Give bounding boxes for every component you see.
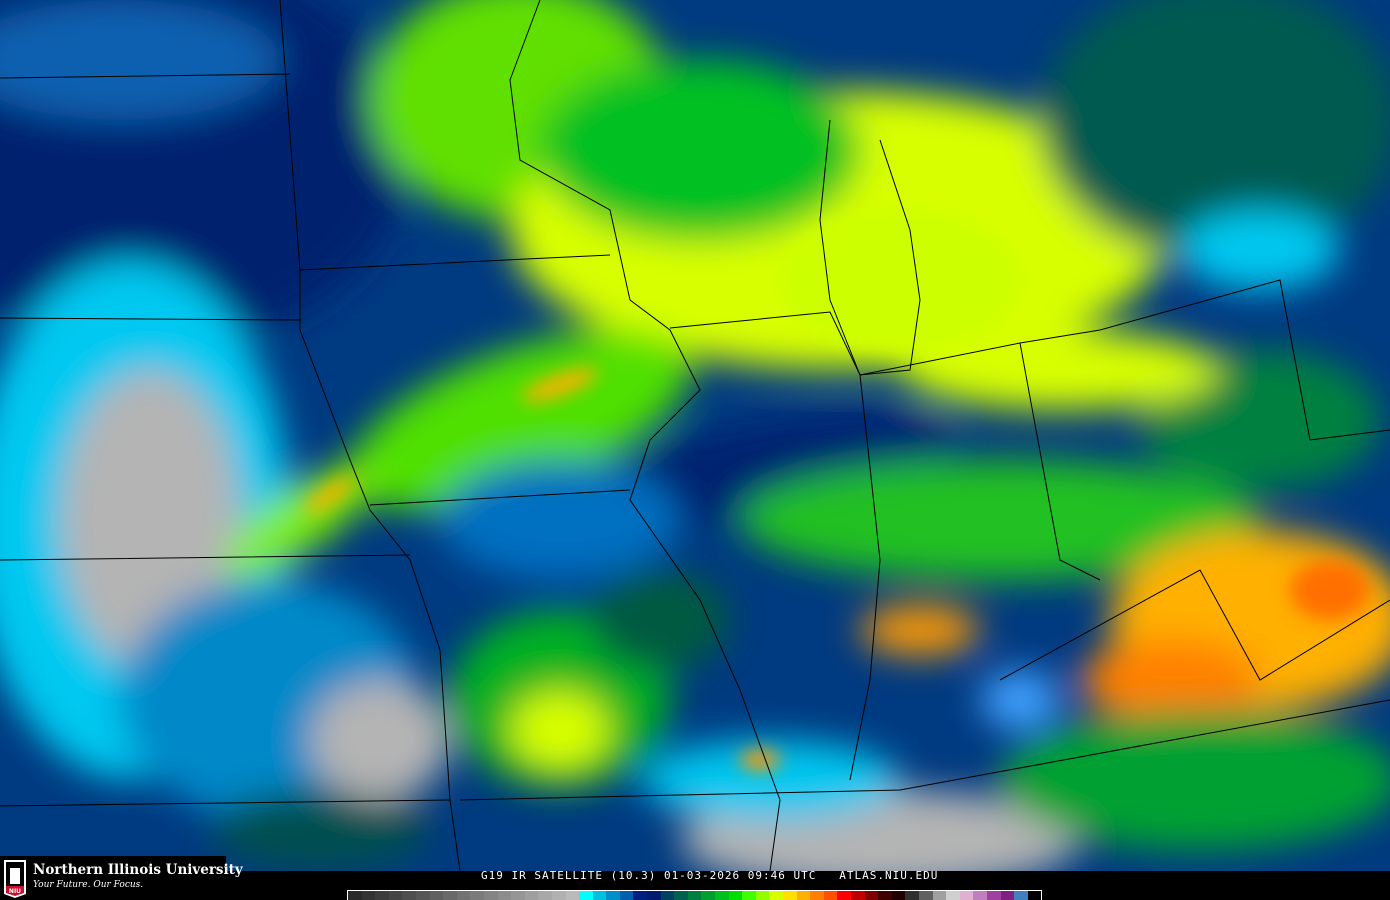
colorbar-swatch (633, 891, 648, 900)
colorbar-swatch (687, 891, 702, 900)
state-borders (0, 0, 1390, 871)
colorbar-swatch (470, 891, 484, 900)
university-tagline: Your Future. Our Focus. (33, 880, 144, 890)
colorbar-swatch (1014, 891, 1028, 900)
colorbar-swatch (850, 891, 865, 900)
colorbar-swatch (823, 891, 838, 900)
colorbar-swatch (810, 891, 824, 900)
colorbar-swatch (742, 891, 756, 900)
colorbar-swatch (769, 891, 783, 900)
colorbar-swatch (348, 891, 362, 900)
colorbar-swatch (375, 891, 389, 900)
colorbar-swatch (946, 891, 960, 900)
colorbar-swatch (755, 891, 770, 900)
colorbar-swatch (715, 891, 729, 900)
colorbar-swatch (551, 891, 566, 900)
colorbar-swatch (592, 891, 607, 900)
colorbar-swatch (905, 891, 919, 900)
colorbar-swatch (647, 891, 661, 900)
colorbar-swatch (1000, 891, 1015, 900)
colorbar-swatch (701, 891, 716, 900)
niu-seal-icon: NIU (4, 860, 26, 898)
colorbar-swatch (524, 891, 539, 900)
colorbar-swatch (1027, 891, 1042, 900)
colorbar-swatch (429, 891, 444, 900)
university-name: Northern Illinois University (33, 862, 243, 878)
colorbar-swatch (932, 891, 947, 900)
colorbar-swatch (361, 891, 376, 900)
colorbar-swatch (837, 891, 851, 900)
colorbar-swatch (891, 891, 906, 900)
colorbar-swatch (538, 891, 552, 900)
colorbar-swatch (443, 891, 457, 900)
colorbar-swatch (660, 891, 675, 900)
colorbar-swatch (402, 891, 416, 900)
colorbar-swatch (674, 891, 688, 900)
colorbar-swatch (783, 891, 797, 900)
colorbar-swatch (619, 891, 634, 900)
image-caption: G19 IR SATELLITE (10.3) 01-03-2026 09:46… (481, 869, 939, 882)
colorbar-swatch (973, 891, 987, 900)
cloud-detail (305, 210, 1370, 770)
colorbar-swatch (878, 891, 892, 900)
colorbar-swatch (796, 891, 811, 900)
colorbar-swatch (565, 891, 580, 900)
colorbar-swatch (606, 891, 620, 900)
temperature-colorbar (347, 890, 1042, 900)
colorbar-swatch (456, 891, 471, 900)
colorbar-swatch (415, 891, 430, 900)
colorbar-swatch (497, 891, 512, 900)
colorbar-swatch (728, 891, 743, 900)
colorbar-swatch (986, 891, 1001, 900)
colorbar-swatch (918, 891, 933, 900)
niu-logo: NIU Northern Illinois University Your Fu… (0, 856, 243, 900)
svg-text:NIU: NIU (9, 888, 21, 895)
colorbar-swatch (579, 891, 593, 900)
ir-satellite-map (0, 0, 1390, 871)
colorbar-swatch (388, 891, 403, 900)
colorbar-swatch (511, 891, 525, 900)
colorbar-swatch (959, 891, 974, 900)
colorbar-swatch (864, 891, 879, 900)
cloud-field (0, 0, 1390, 871)
colorbar-swatch (483, 891, 498, 900)
